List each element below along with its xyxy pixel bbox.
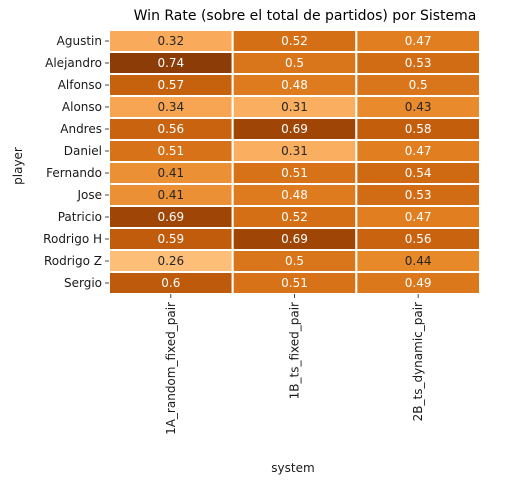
cell-value-label: 0.31	[281, 144, 308, 158]
cell-value-label: 0.43	[405, 100, 432, 114]
cell-value-label: 0.47	[405, 34, 432, 48]
cell-value-label: 0.69	[281, 122, 308, 136]
cell-value-label: 0.51	[281, 276, 308, 290]
cell-value-label: 0.48	[281, 78, 308, 92]
y-tick-label: Fernando	[46, 166, 102, 180]
y-tick-label: Alonso	[62, 100, 102, 114]
cell-value-label: 0.6	[161, 276, 180, 290]
cell-value-label: 0.53	[405, 188, 432, 202]
y-tick-label: Alfonso	[58, 78, 102, 92]
y-tick-label: Daniel	[64, 144, 102, 158]
y-tick-label: Agustin	[57, 34, 102, 48]
cell-value-label: 0.52	[281, 210, 308, 224]
cell-value-label: 0.53	[405, 56, 432, 70]
cell-value-label: 0.41	[157, 188, 184, 202]
x-tick-label: 1B_ts_fixed_pair	[288, 302, 302, 399]
cell-value-label: 0.56	[157, 122, 184, 136]
cell-value-label: 0.69	[281, 232, 308, 246]
cell-value-label: 0.59	[157, 232, 184, 246]
y-tick-label: Jose	[76, 188, 102, 202]
cell-value-label: 0.5	[409, 78, 428, 92]
cell-value-label: 0.58	[405, 122, 432, 136]
y-tick-label: Andres	[60, 122, 102, 136]
cell-value-label: 0.54	[405, 166, 432, 180]
cell-value-label: 0.57	[157, 78, 184, 92]
cell-value-label: 0.51	[157, 144, 184, 158]
cell-value-label: 0.5	[285, 254, 304, 268]
x-tick-label: 1A_random_fixed_pair	[164, 302, 178, 435]
cell-value-label: 0.52	[281, 34, 308, 48]
cell-value-label: 0.31	[281, 100, 308, 114]
y-tick-label: Patricio	[58, 210, 102, 224]
cell-value-label: 0.47	[405, 210, 432, 224]
cell-value-label: 0.32	[157, 34, 184, 48]
y-tick-label: Rodrigo H	[43, 232, 102, 246]
chart-title: Win Rate (sobre el total de partidos) po…	[134, 8, 477, 24]
heatmap-cells: 0.32 0.52 0.47 0.74 0.5 0.53 0.57 0.48 0.5 0.34 0.…	[108, 29, 482, 295]
cell-value-label: 0.56	[405, 232, 432, 246]
cell-value-label: 0.69	[157, 210, 184, 224]
cell-value-label: 0.47	[405, 144, 432, 158]
y-tick-label: Sergio	[64, 276, 102, 290]
x-tick-label: 2B_ts_dynamic_pair	[411, 302, 425, 421]
cell-value-label: 0.44	[405, 254, 432, 268]
cell-value-label: 0.26	[157, 254, 184, 268]
cell-value-label: 0.5	[285, 56, 304, 70]
cell-value-label: 0.41	[157, 166, 184, 180]
cell-value-label: 0.34	[157, 100, 184, 114]
cell-value-label: 0.51	[281, 166, 308, 180]
cell-value-label: 0.48	[281, 188, 308, 202]
cell-value-label: 0.49	[405, 276, 432, 290]
y-tick-label: Alejandro	[45, 56, 102, 70]
x-axis-label: system	[271, 461, 314, 475]
y-tick-labels: Agustin Alejandro Alfonso Alonso Andres Danie…	[43, 34, 109, 290]
y-axis-label: player	[11, 147, 25, 185]
cell-value-label: 0.74	[157, 56, 184, 70]
y-tick-label: Rodrigo Z	[44, 254, 102, 268]
x-tick-labels: 1A_random_fixed_pair 1B_ts_fixed_pair 2B_t…	[164, 294, 425, 435]
